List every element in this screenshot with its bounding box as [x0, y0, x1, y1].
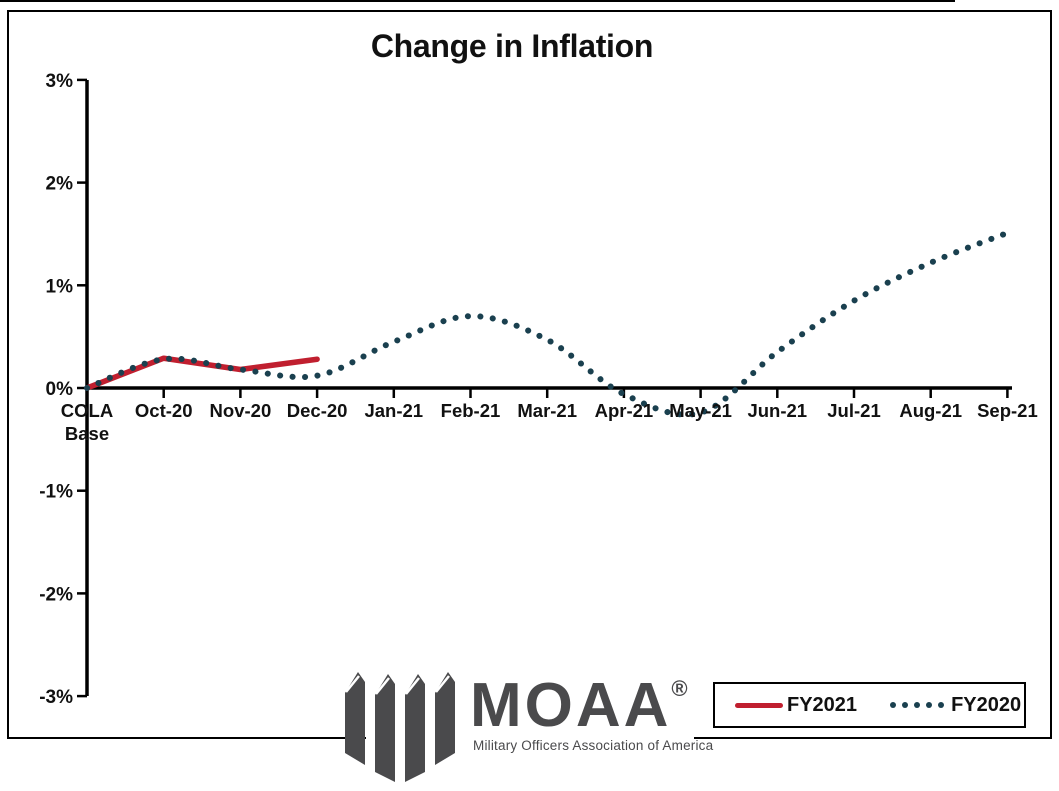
x-axis-label: Sep-21	[977, 400, 1038, 421]
fy2020-dotted-swatch	[887, 702, 947, 708]
x-axis-label: Nov-20	[210, 400, 272, 421]
y-axis-label: -2%	[39, 584, 73, 605]
y-axis-label: 2%	[46, 174, 74, 195]
x-axis-label: COLA Base	[61, 400, 113, 444]
x-axis-label: Mar-21	[517, 400, 577, 421]
x-axis-label: Dec-20	[287, 400, 348, 421]
fy2020-dotted-line	[84, 229, 1011, 418]
x-axis-label: Jul-21	[827, 400, 880, 421]
x-axis-label: Apr-21	[595, 400, 654, 421]
x-axis-label: Feb-21	[441, 400, 501, 421]
y-axis-label: 1%	[46, 276, 74, 297]
x-axis-label: Oct-20	[135, 400, 193, 421]
x-axis-label: Jun-21	[747, 400, 807, 421]
chart-legend: FY2021 FY2020	[713, 682, 1026, 728]
legend-label-fy2021: FY2021	[787, 693, 858, 716]
moaa-logo: MOAA® Military Officers Association of A…	[342, 664, 713, 791]
chart-title: Change in Inflation	[370, 28, 654, 64]
fy2021-line-swatch	[735, 702, 783, 708]
top-edge-line	[0, 0, 955, 2]
moaa-tagline: Military Officers Association of America	[473, 738, 714, 753]
registered-trademark-icon: ®	[671, 676, 688, 701]
fy2021-line	[84, 355, 320, 391]
legend-label-fy2020: FY2020	[951, 693, 1022, 716]
y-axis-label: 0%	[46, 379, 74, 400]
y-axis-label: -3%	[39, 687, 73, 708]
x-axis-label: May-21	[669, 400, 732, 421]
y-axis-label: 3%	[46, 71, 74, 92]
x-axis-label: Jan-21	[364, 400, 423, 421]
y-axis-label: -1%	[39, 482, 73, 503]
moaa-shield-icon	[345, 672, 455, 782]
logo-background-mask	[366, 731, 694, 742]
x-axis-label: Aug-21	[899, 400, 962, 421]
moaa-wordmark: MOAA®	[470, 671, 688, 740]
